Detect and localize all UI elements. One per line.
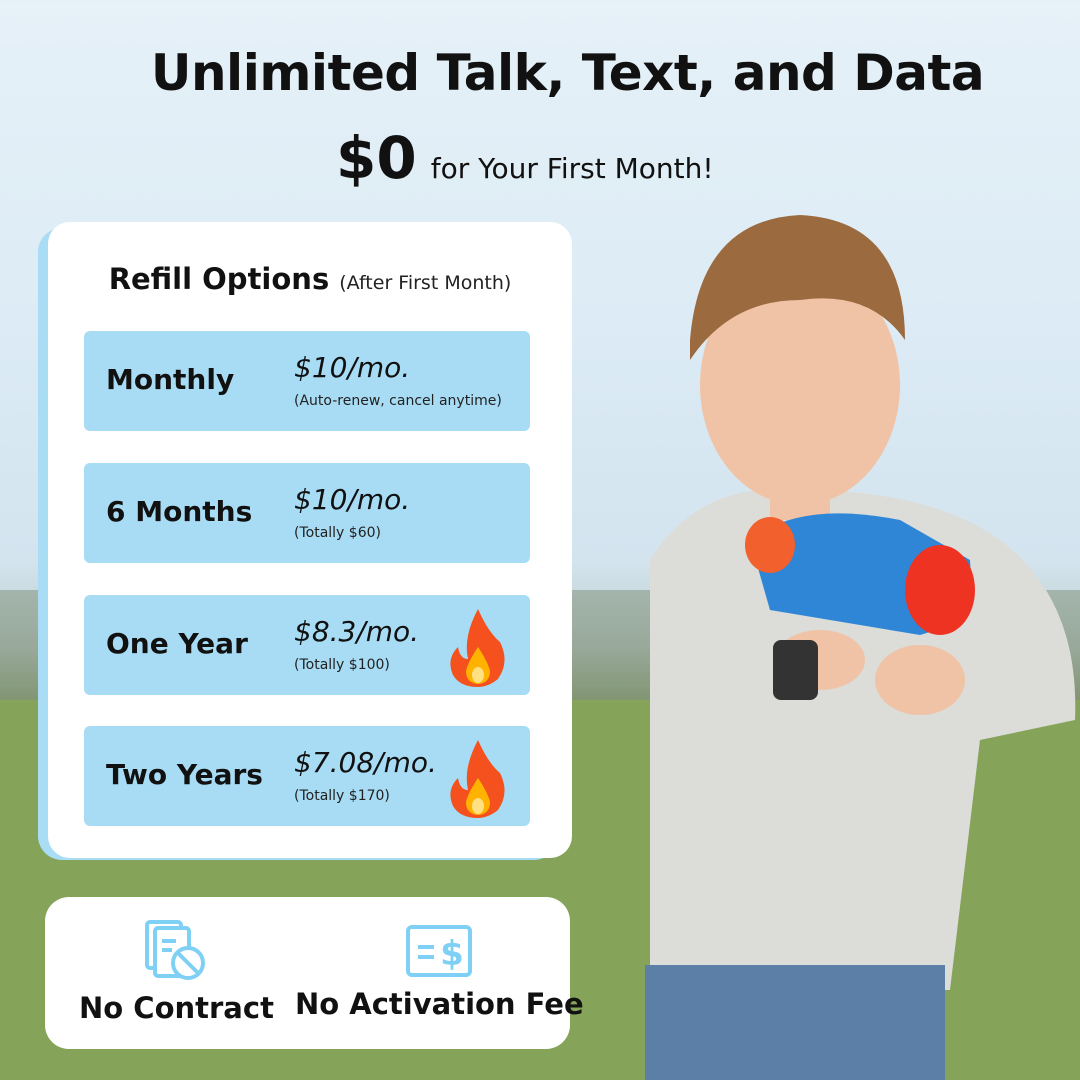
feature-label: No Contract — [79, 991, 274, 1025]
option-price: $7.08/mo. — [294, 746, 437, 779]
refill-option-monthly[interactable]: Monthly $10/mo. (Auto-renew, cancel anyt… — [84, 331, 530, 431]
no-contract-icon — [145, 920, 206, 980]
refill-option-two-years[interactable]: Two Years $7.08/mo. (Totally $170) — [84, 726, 530, 826]
feature-no-contract: No Contract — [79, 919, 274, 1025]
option-note: (Auto-renew, cancel anytime) — [294, 393, 502, 409]
svg-text:$: $ — [440, 934, 464, 974]
option-name: 6 Months — [106, 495, 253, 528]
option-name: One Year — [106, 627, 248, 660]
fire-icon — [450, 740, 505, 818]
option-note: (Totally $170) — [294, 788, 390, 804]
option-name: Monthly — [106, 363, 235, 396]
features-box: No Contract $ No Activation Fee — [45, 897, 584, 1049]
refill-option-one-year[interactable]: One Year $8.3/mo. (Totally $100) — [84, 595, 530, 695]
option-note: (Totally $100) — [294, 657, 390, 673]
promo-text: for Your First Month! — [430, 152, 714, 185]
refill-title: Refill Options — [108, 262, 330, 296]
option-name: Two Years — [106, 758, 263, 791]
option-price: $10/mo. — [294, 483, 411, 516]
no-fee-icon: $ — [406, 925, 473, 977]
promo-line: $0 for Your First Month! — [336, 124, 714, 192]
feature-no-activation-fee: $ No Activation Fee — [295, 919, 584, 1021]
promo-price: $0 — [336, 124, 417, 192]
option-note: (Totally $60) — [294, 525, 381, 541]
refill-option-6-months[interactable]: 6 Months $10/mo. (Totally $60) — [84, 463, 530, 563]
option-price: $10/mo. — [294, 351, 411, 384]
option-price: $8.3/mo. — [294, 615, 420, 648]
refill-subtitle: (After First Month) — [339, 272, 512, 294]
headline: Unlimited Talk, Text, and Data — [150, 44, 985, 102]
feature-label: No Activation Fee — [295, 987, 584, 1021]
fire-icon — [450, 609, 505, 687]
refill-options-card: Refill Options (After First Month) Month… — [48, 222, 572, 858]
refill-header: Refill Options (After First Month) — [48, 262, 572, 296]
